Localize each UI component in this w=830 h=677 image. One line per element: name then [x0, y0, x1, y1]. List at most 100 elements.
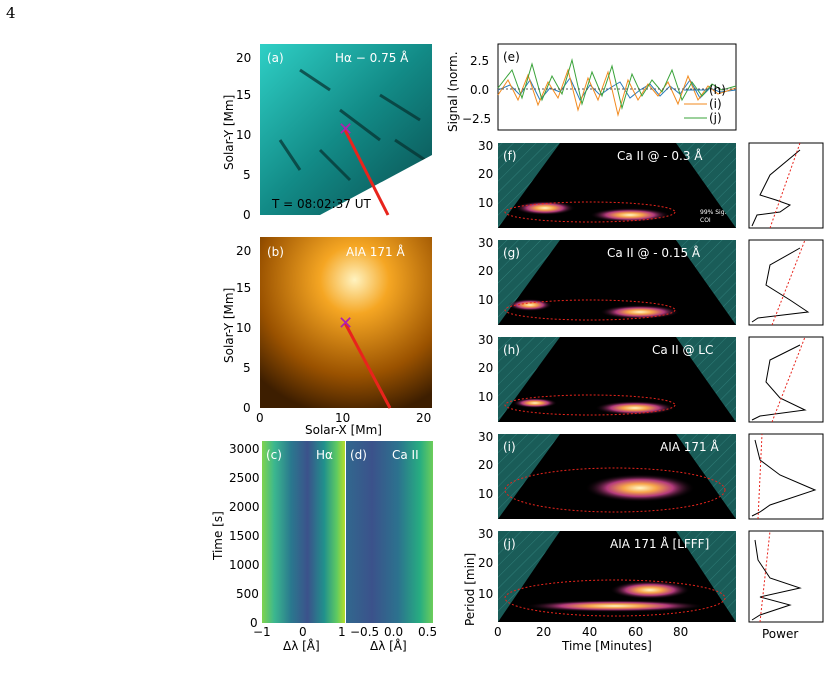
svg-text:−2.5: −2.5 [462, 112, 491, 126]
panel-f-wavelet: (f) Ca II @ - 0.3 Å 99% Sig. COI [498, 143, 736, 228]
svg-text:20: 20 [478, 264, 493, 278]
svg-text:500: 500 [236, 587, 259, 601]
svg-text:10: 10 [478, 293, 493, 307]
svg-text:20: 20 [478, 361, 493, 375]
svg-text:0: 0 [494, 625, 502, 639]
panel-g-wavelet: (g) Ca II @ - 0.15 Å [498, 240, 736, 325]
panel-a-timestamp: T = 08:02:37 UT [271, 197, 372, 211]
panel-d-tag: (d) [350, 448, 367, 462]
panel-g-title: Ca II @ - 0.15 Å [607, 245, 701, 260]
panel-j-title: AIA 171 Å [LFFF] [610, 536, 709, 551]
legend-sig: 99% Sig. [700, 209, 727, 216]
panel-c-spectrum: (c) Hα [262, 441, 345, 623]
svg-text:0.0: 0.0 [384, 625, 403, 639]
time-s-ticks: 0 500 1000 1500 2000 2500 3000 [229, 442, 260, 630]
svg-text:1500: 1500 [229, 529, 260, 543]
axis-power: Power [762, 627, 798, 641]
svg-text:2.5: 2.5 [470, 54, 489, 68]
panel-c-tag: (c) [266, 448, 282, 462]
svg-text:−0.5: −0.5 [350, 625, 379, 639]
marker-icon: ✕ [338, 119, 353, 140]
panel-h-wavelet: (h) Ca II @ LC [498, 337, 736, 422]
svg-text:10: 10 [478, 487, 493, 501]
solar-x-ticks: 0 10 20 [256, 411, 431, 425]
axis-dlambda-c: Δλ [Å] [283, 638, 320, 653]
svg-text:20: 20 [416, 411, 431, 425]
svg-text:10: 10 [478, 390, 493, 404]
svg-text:20: 20 [236, 51, 251, 65]
svg-text:0: 0 [299, 625, 307, 639]
svg-text:30: 30 [478, 139, 493, 153]
panel-i-tag: (i) [503, 440, 516, 454]
svg-text:2000: 2000 [229, 500, 260, 514]
signal-ticks: 2.5 0.0 −2.5 [462, 54, 491, 126]
svg-text:0: 0 [250, 616, 258, 630]
axis-time-s: Time [s] [211, 511, 225, 561]
svg-text:10: 10 [335, 411, 350, 425]
svg-text:5: 5 [243, 168, 251, 182]
legend-i: (i) [709, 97, 722, 111]
svg-text:10: 10 [478, 196, 493, 210]
svg-text:0: 0 [243, 208, 251, 222]
svg-text:15: 15 [236, 281, 251, 295]
legend-j: (j) [709, 111, 722, 125]
page-number: 4 [6, 4, 16, 22]
panel-e-timeseries: (e) (h) (i) (j) [497, 43, 737, 131]
svg-text:20: 20 [536, 625, 551, 639]
time-min-ticks: 0 20 40 60 80 [494, 625, 688, 639]
dlambda-ticks: −1 0 1 −0.5 0.0 0.5 [253, 625, 437, 639]
svg-text:5: 5 [243, 361, 251, 375]
svg-text:10: 10 [478, 587, 493, 601]
panel-b-aia-map: ✕ (b) AIA 171 Å [260, 237, 432, 409]
axis-signal: Signal (norm. [446, 51, 460, 132]
svg-text:1: 1 [338, 625, 346, 639]
svg-text:−1: −1 [253, 625, 271, 639]
svg-text:40: 40 [582, 625, 597, 639]
svg-text:0.0: 0.0 [470, 83, 489, 97]
svg-text:0: 0 [256, 411, 264, 425]
panel-b-title: AIA 171 Å [346, 244, 405, 259]
solar-y-ticks-a: 0 5 10 15 20 [236, 51, 251, 222]
panel-c-title: Hα [316, 448, 333, 462]
panel-j-wavelet: (j) AIA 171 Å [LFFF] [498, 531, 736, 622]
svg-text:30: 30 [478, 333, 493, 347]
svg-text:10: 10 [236, 128, 251, 142]
svg-text:20: 20 [236, 244, 251, 258]
svg-text:30: 30 [478, 527, 493, 541]
axis-solar-y-a: Solar-Y [Mm] [222, 95, 236, 170]
panel-a-title: Hα − 0.75 Å [335, 50, 409, 65]
panel-d-spectrum: (d) Ca II [346, 441, 433, 623]
svg-text:20: 20 [478, 556, 493, 570]
panel-i-wavelet: (i) AIA 171 Å [498, 434, 736, 519]
panel-d-title: Ca II [392, 448, 419, 462]
panel-f-title: Ca II @ - 0.3 Å [617, 148, 703, 163]
period-ticks: 30 20 10 30 20 10 30 20 10 30 20 10 30 20 10 [478, 139, 493, 601]
axis-solar-y-b: Solar-Y [Mm] [222, 288, 236, 363]
svg-text:10: 10 [236, 321, 251, 335]
svg-text:30: 30 [478, 430, 493, 444]
panel-h-title: Ca II @ LC [652, 343, 713, 357]
panel-j-tag: (j) [503, 537, 516, 551]
solar-y-ticks-b: 0 5 10 15 20 [236, 244, 251, 415]
svg-text:2500: 2500 [229, 471, 260, 485]
axis-period: Period [min] [463, 553, 477, 626]
panel-h-tag: (h) [503, 343, 520, 357]
axis-dlambda-d: Δλ [Å] [370, 638, 407, 653]
svg-text:3000: 3000 [229, 442, 260, 456]
panel-a-ha-map: ✕ (a) Hα − 0.75 Å T = 08:02:37 UT [260, 44, 432, 216]
legend-h: (h) [709, 83, 726, 97]
marker-icon: ✕ [338, 313, 353, 334]
svg-text:20: 20 [478, 167, 493, 181]
panel-e-tag: (e) [503, 50, 520, 64]
svg-text:0: 0 [243, 401, 251, 415]
legend-coi: COI [700, 217, 711, 224]
axis-time-min: Time [Minutes] [561, 639, 652, 653]
svg-text:30: 30 [478, 236, 493, 250]
panel-b-tag: (b) [267, 245, 284, 259]
power-spectra [748, 142, 824, 623]
panel-f-tag: (f) [503, 149, 517, 163]
panel-g-tag: (g) [503, 246, 520, 260]
axis-solar-x: Solar-X [Mm] [305, 423, 382, 437]
panel-i-title: AIA 171 Å [660, 439, 719, 454]
